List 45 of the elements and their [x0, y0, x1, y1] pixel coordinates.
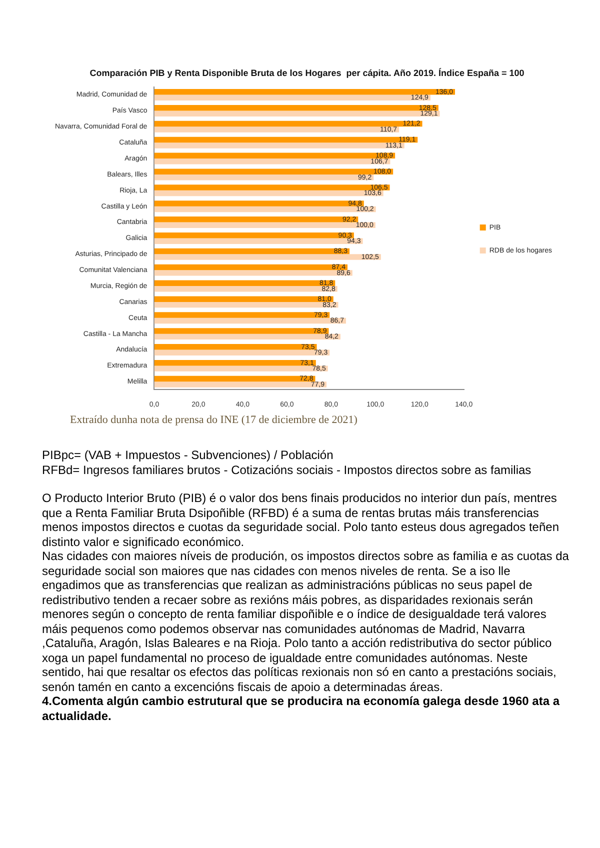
- bar: [154, 312, 330, 318]
- bar: [154, 328, 329, 334]
- text: Nas cidades con maiores níveis de produción, os impostos directos sobre as familia e as cuotas da seguridade social son maiores que nas cidades con menos niveles de renta. Se a iso lle engadimos que as transferencias que realizan as administracións públicas no seus papel de redistributivo tenden a recaer sobre as rexións máis pobres, as disparidades rexionais serán menores según o concepto de renta familiar dispoñible e o índice de desigualdade terá valores máis pequenos como podemos observar nas comunidades autónomas de Madrid, Navarra ,Cataluña, Aragón, Islas Baleares e na Rioja. Polo tanto a acción redistributiva do sector público xoga un papel fundamental no proceso de igualdade entre comunidades autónomas. Neste sentido, hai que resaltar os efectos das políticas rexionais non só en canto a prestacións sociais, senón tamén en canto a excencións fiscais de apoio a determinadas áreas.: [42, 549, 569, 694]
- bar: [154, 104, 438, 111]
- bar: [154, 280, 336, 286]
- bar: [154, 302, 338, 308]
- text: RFBd= Ingresos familiares brutos - Cotizacións sociais - Impostos directos sobre as familias: [42, 462, 532, 477]
- bar: [154, 318, 346, 324]
- bar: [154, 190, 384, 196]
- bar: [154, 168, 394, 174]
- bar: [154, 110, 440, 116]
- bar: [154, 286, 338, 292]
- bar: [154, 158, 390, 164]
- bar: [154, 222, 376, 228]
- bar: [154, 334, 340, 340]
- bar: [154, 174, 374, 180]
- text: PIBpc= (VAB + Impuestos - Subvenciones) / Población: [42, 448, 334, 462]
- bar: [154, 238, 363, 244]
- bar: [154, 184, 390, 190]
- bar: [154, 200, 364, 206]
- bar: [154, 350, 330, 356]
- bar: [154, 136, 418, 143]
- text: O Producto Interior Bruto (PIB) é o valor dos bens finais producidos no interior dun país, mentres que a Renta Familiar Bruta Dsipoñible (RFBD) é a suma de rentas brutas máis transferencias menos impostos directos e cuotas da seguridade social. Polo tanto esteus dous agregados teñen distinto valor e significado económico.: [42, 491, 560, 549]
- bar: [154, 376, 316, 382]
- bar: [154, 142, 404, 148]
- bar: [154, 120, 422, 127]
- bar: [154, 296, 334, 302]
- bar: [154, 264, 348, 270]
- bar: [154, 216, 358, 222]
- bar: [154, 89, 456, 95]
- bar: [154, 382, 327, 388]
- bar: [154, 206, 376, 212]
- chart-title: Comparación PIB y Renta Disponible Bruta de los Hogares per cápita. Año 2019. Índice España = 100: [90, 68, 524, 78]
- bar: [154, 232, 354, 238]
- bar: [154, 366, 328, 372]
- bar: [154, 360, 316, 366]
- bar: [154, 126, 400, 132]
- bar: [154, 94, 430, 101]
- bar: [154, 152, 396, 159]
- bar: [154, 254, 381, 260]
- bar: [154, 270, 352, 276]
- text: 4.Comenta algún cambio estrutural que se producira na economía galega desde 1960 ata a actualidade.: [42, 694, 561, 723]
- bar: [154, 344, 317, 350]
- bar: [154, 248, 350, 254]
- text: Extraído dunha nota de prensa do INE (17 de diciembre de 2021): [70, 414, 358, 426]
